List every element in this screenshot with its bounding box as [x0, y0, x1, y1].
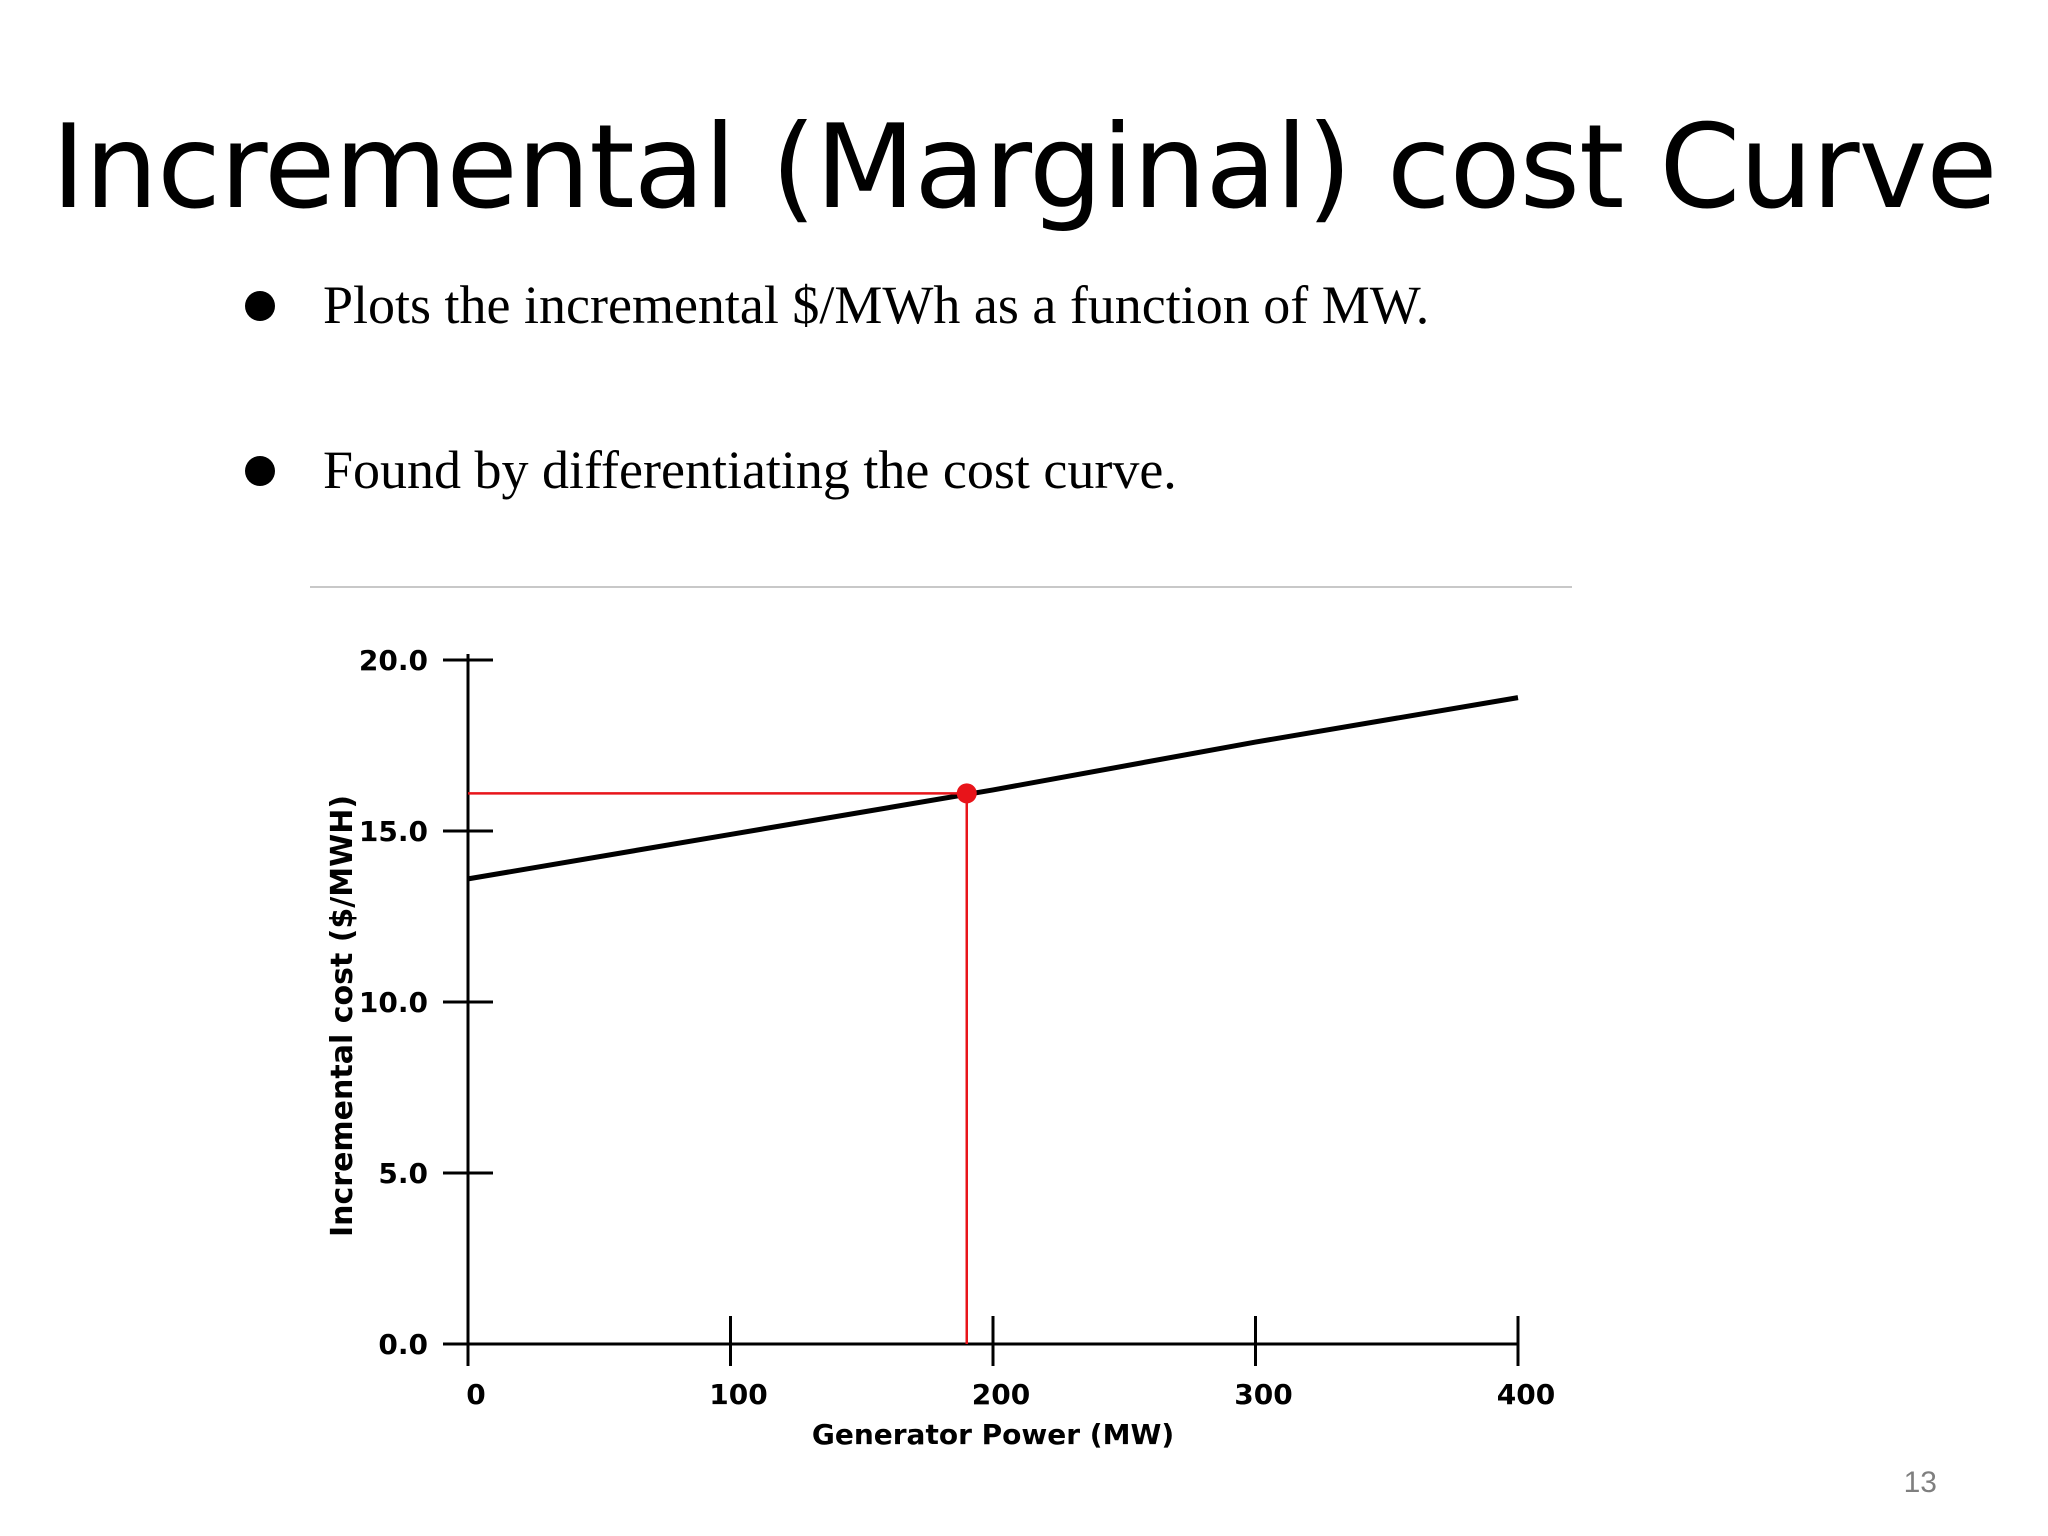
bullet-item: Found by differentiating the cost curve. [245, 435, 1429, 505]
y-tick-label: 5.0 [378, 1157, 428, 1190]
bullet-text: Plots the incremental $/MWh as a functio… [323, 275, 1430, 335]
marker-point [956, 783, 977, 804]
incremental-cost-chart: 0.0 5.0 10.0 15.0 20.0 0 100 200 300 400 Generat… [325, 644, 1555, 1451]
x-tick-label: 0 [466, 1378, 485, 1411]
x-axis-label: Generator Power (MW) [812, 1418, 1174, 1451]
x-tick-label: 300 [1234, 1378, 1292, 1411]
y-axis-label: Incremental cost ($/MWH) [325, 795, 360, 1237]
slide-title: Incremental (Marginal) cost Curve [51, 100, 1997, 235]
bullet-item: Plots the incremental $/MWh as a functio… [245, 270, 1429, 340]
x-tick-label: 400 [1497, 1378, 1555, 1411]
y-tick-label: 10.0 [359, 986, 428, 1019]
curve-line [467, 695, 1519, 882]
y-tick-label: 0.0 [378, 1328, 428, 1361]
y-ticks: 0.0 5.0 10.0 15.0 20.0 [359, 644, 493, 1361]
x-tick-label: 200 [972, 1378, 1030, 1411]
y-tick-label: 20.0 [359, 644, 428, 677]
divider [310, 586, 1572, 588]
page-number: 13 [1903, 1466, 1937, 1499]
bullet-dot-icon [245, 291, 275, 321]
bullet-dot-icon [245, 456, 275, 486]
x-tick-label: 100 [709, 1378, 767, 1411]
bullet-list: Plots the incremental $/MWh as a functio… [245, 270, 1429, 505]
x-ticks: 0 100 200 300 400 [466, 1316, 1555, 1411]
bullet-text: Found by differentiating the cost curve. [323, 440, 1177, 500]
y-tick-label: 15.0 [359, 815, 428, 848]
